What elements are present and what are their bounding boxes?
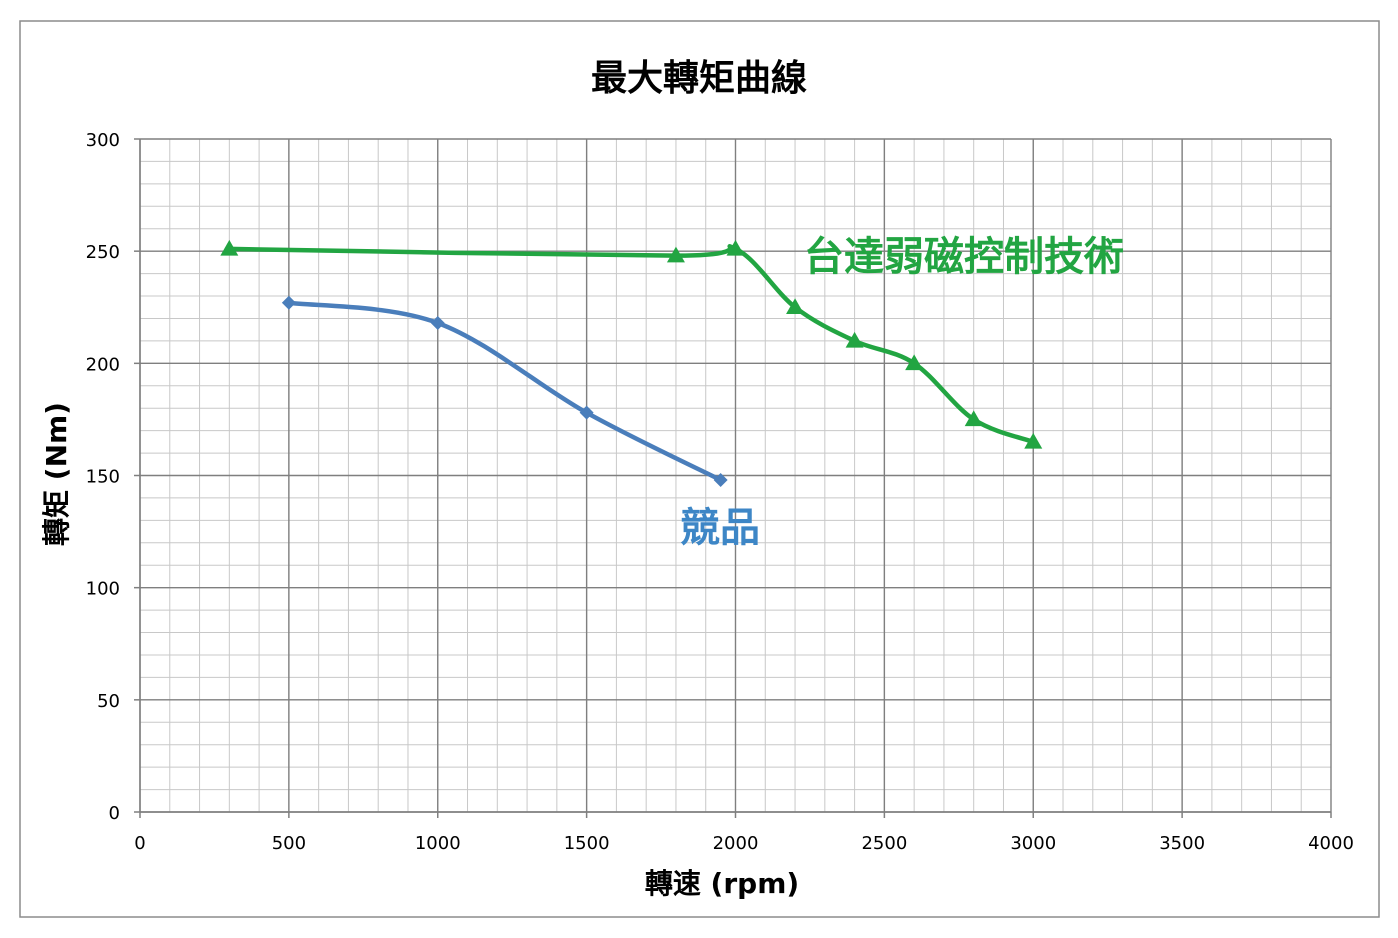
x-tick-label: 2000 <box>713 833 759 854</box>
axes <box>134 138 1332 818</box>
y-tick-labels: 0 50 100 150 200 250 300 <box>86 130 120 824</box>
x-tick-label: 0 <box>134 833 145 854</box>
x-axis-label: 轉速 (rpm) <box>645 867 799 900</box>
chart-title: 最大轉矩曲線 <box>591 58 807 99</box>
annotation-delta-label: 台達弱磁控制技術 <box>804 234 1124 280</box>
data-point-triangle <box>1024 432 1043 449</box>
y-tick-label: 250 <box>86 242 120 263</box>
y-tick-label: 0 <box>109 803 120 824</box>
data-point-triangle <box>905 354 924 371</box>
x-tick-label: 2500 <box>861 833 907 854</box>
x-tick-labels: 0 500 1000 1500 2000 2500 3000 3500 4000 <box>134 833 1354 854</box>
x-tick-label: 1000 <box>415 833 461 854</box>
annotation-competitor-label: 競品 <box>680 505 760 551</box>
series-layer <box>220 239 1043 487</box>
series-line-1 <box>227 244 1036 445</box>
data-point-triangle <box>666 246 685 263</box>
y-tick-label: 300 <box>86 130 120 151</box>
data-point-diamond <box>579 405 594 420</box>
x-tick-label: 4000 <box>1308 833 1354 854</box>
data-point-diamond <box>430 315 445 330</box>
series-line-0 <box>286 300 723 483</box>
x-tick-label: 1500 <box>564 833 610 854</box>
data-point-triangle <box>726 239 745 256</box>
data-point-triangle <box>786 298 805 314</box>
data-point-triangle <box>220 239 239 256</box>
x-tick-label: 500 <box>272 833 306 854</box>
x-tick-label: 3500 <box>1159 833 1205 854</box>
data-point-diamond <box>713 472 728 487</box>
data-point-diamond <box>281 295 296 310</box>
y-tick-label: 150 <box>86 467 120 488</box>
y-tick-label: 200 <box>86 354 120 375</box>
x-tick-label: 3000 <box>1010 833 1056 854</box>
y-tick-label: 100 <box>86 579 120 600</box>
data-point-triangle <box>845 331 864 348</box>
y-tick-label: 50 <box>97 691 120 712</box>
data-point-triangle <box>964 410 983 427</box>
y-axis-label: 轉矩 (Nm) <box>40 402 73 546</box>
